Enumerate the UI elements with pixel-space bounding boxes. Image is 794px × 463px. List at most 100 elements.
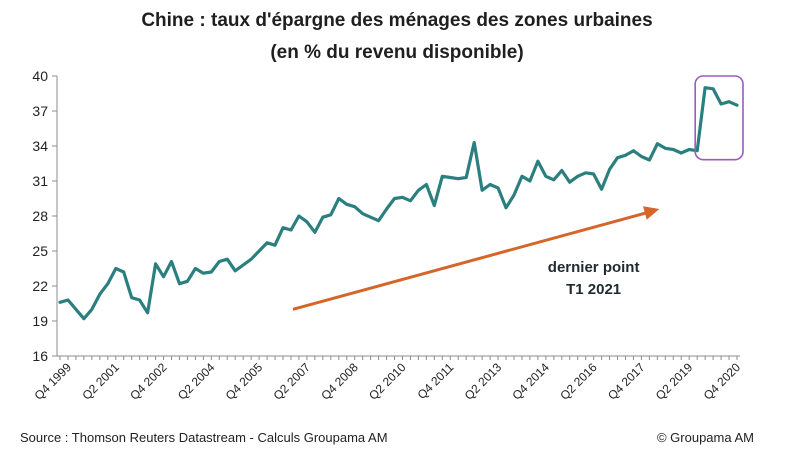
data-point <box>664 147 667 150</box>
data-point <box>648 158 651 162</box>
data-point <box>552 178 556 182</box>
data-point <box>297 214 301 218</box>
data-point <box>433 204 436 207</box>
data-point <box>496 186 500 190</box>
data-point <box>249 257 253 261</box>
copyright-note: © Groupama AM <box>656 430 754 445</box>
data-point <box>656 142 659 145</box>
data-point <box>257 249 261 253</box>
data-point <box>528 179 532 183</box>
y-tick-label: 40 <box>32 68 48 84</box>
data-point <box>719 102 723 106</box>
x-tick-label: Q4 2020 <box>701 360 744 403</box>
data-point <box>480 189 484 192</box>
trend-arrow-head <box>643 206 660 220</box>
data-point <box>74 308 78 311</box>
data-point <box>202 271 205 275</box>
x-tick-label: Q2 2001 <box>79 360 122 403</box>
data-point <box>441 175 444 178</box>
data-point <box>600 187 603 191</box>
data-point <box>680 151 683 155</box>
data-point <box>472 141 476 144</box>
data-point <box>178 282 181 285</box>
x-tick-label: Q2 2007 <box>271 360 314 403</box>
data-point <box>504 206 508 210</box>
data-point <box>688 148 691 151</box>
data-point <box>560 169 563 172</box>
annotation-line-2: T1 2021 <box>566 281 621 298</box>
data-point <box>385 207 388 211</box>
data-point <box>265 241 269 245</box>
data-point <box>305 220 309 224</box>
data-point <box>313 231 317 234</box>
chart-subtitle: (en % du revenu disponible) <box>270 42 524 63</box>
data-point <box>425 183 428 186</box>
data-point <box>616 156 619 159</box>
data-point <box>632 149 635 152</box>
x-tick-label: Q4 2011 <box>415 360 457 402</box>
data-point <box>321 215 325 219</box>
data-point <box>393 197 396 200</box>
data-point <box>241 263 245 267</box>
highlight-box <box>694 75 744 161</box>
data-point <box>210 270 213 274</box>
x-tick-label: Q4 1999 <box>32 360 75 403</box>
series-line <box>58 86 739 321</box>
data-point <box>66 298 70 302</box>
data-point <box>98 292 102 296</box>
data-point <box>146 311 149 315</box>
y-tick-label: 37 <box>32 103 48 119</box>
y-tick-label: 34 <box>32 138 48 154</box>
data-point <box>369 215 372 219</box>
data-point <box>90 308 94 311</box>
data-point <box>353 205 356 208</box>
y-tick-label: 25 <box>32 243 48 259</box>
y-tick-label: 16 <box>32 348 48 364</box>
data-point <box>465 176 468 179</box>
data-point <box>234 269 237 273</box>
y-tick-label: 19 <box>32 313 48 329</box>
data-point <box>727 100 731 103</box>
data-point <box>409 199 412 203</box>
annotation-line-1: dernier point <box>548 259 640 276</box>
data-point <box>377 219 380 222</box>
x-tick-label: Q2 2004 <box>175 360 218 403</box>
data-point <box>576 175 579 178</box>
x-tick-label: Q2 2016 <box>557 360 600 403</box>
data-point <box>345 203 348 206</box>
data-point <box>58 301 62 304</box>
y-tick-label: 28 <box>32 208 48 224</box>
data-point <box>218 260 221 263</box>
data-point <box>417 189 420 192</box>
x-tick-label: Q2 2019 <box>653 360 696 403</box>
data-point <box>138 298 141 302</box>
data-point <box>194 267 197 270</box>
x-tick-label: Q2 2013 <box>462 360 505 403</box>
data-point <box>122 270 125 274</box>
x-tick-label: Q4 2014 <box>510 360 553 403</box>
data-point <box>457 177 460 180</box>
x-tick-label: Q2 2010 <box>366 360 409 403</box>
data-point <box>672 148 675 151</box>
y-tick-label: 31 <box>32 173 48 189</box>
trend-arrow <box>292 210 652 311</box>
data-point <box>329 213 332 217</box>
data-point <box>568 180 571 184</box>
data-point <box>711 87 715 91</box>
data-point <box>114 267 117 270</box>
data-point <box>449 176 452 179</box>
data-point <box>520 175 524 178</box>
data-point <box>608 168 611 171</box>
data-point <box>584 171 587 175</box>
data-point <box>361 212 364 215</box>
data-point <box>162 275 165 278</box>
data-point <box>695 149 699 152</box>
data-point <box>624 154 627 157</box>
data-point <box>82 317 86 320</box>
data-point <box>536 159 540 163</box>
source-note: Source : Thomson Reuters Datastream - Ca… <box>20 430 388 445</box>
data-point <box>703 86 707 89</box>
data-point <box>640 155 643 158</box>
data-point <box>592 172 595 176</box>
